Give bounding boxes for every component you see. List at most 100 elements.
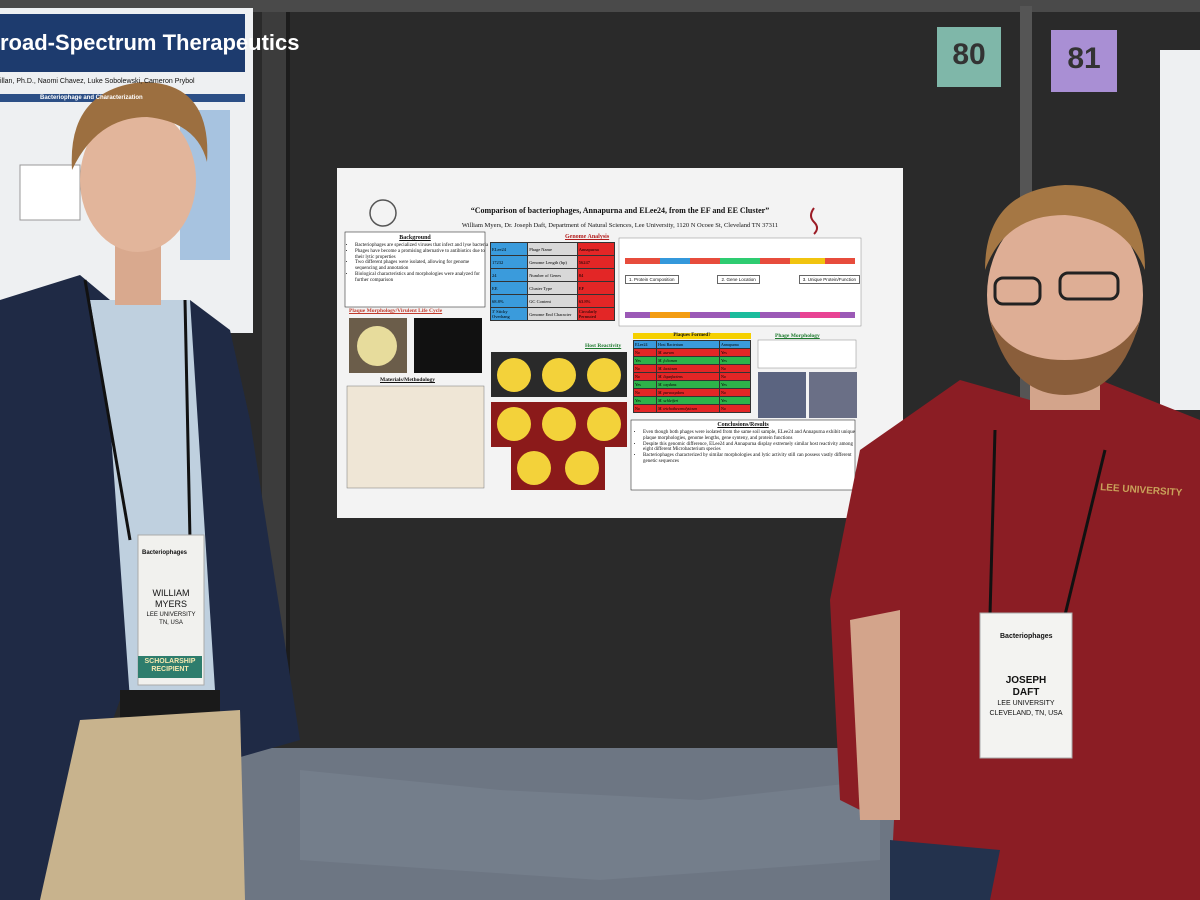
table-row: 17232 Genome Length (bp) 56247	[489, 255, 616, 269]
bullet: Bacteriophages characterized by similar …	[643, 453, 858, 465]
table-cell: 17232	[489, 255, 529, 269]
bullet-list: Bacteriophages are specialized viruses t…	[348, 243, 489, 283]
table-row: No M. trichothecenolyticum No	[632, 404, 752, 413]
conclusions-box	[630, 419, 856, 491]
phage-diagram	[757, 339, 857, 369]
table-cell: M. trichothecenolyticum	[656, 404, 720, 413]
genome-map-genes	[625, 258, 855, 318]
table-cell: Annapurna	[718, 340, 752, 349]
right-poster	[1160, 50, 1200, 410]
section-heading: Conclusions/Results	[717, 422, 769, 428]
bullet: Two different phages were isolated, allo…	[355, 260, 489, 272]
table-row: 68.8% GC Content 63.8%	[489, 294, 616, 308]
lanyard	[183, 299, 192, 541]
life-cycle-diagram	[414, 318, 482, 373]
booth-number: 80	[952, 38, 986, 71]
table-cell: 63.8%	[576, 294, 616, 308]
booth-sign	[1051, 30, 1117, 92]
table-cell: Circularly Permuted	[576, 307, 616, 321]
jeans	[890, 840, 1000, 900]
section-heading: Background	[399, 235, 431, 241]
left-poster-title: road-Spectrum Therapeutics	[0, 30, 300, 55]
left-poster-banner	[0, 14, 245, 72]
table-row: No M. paraoxydans No	[632, 388, 752, 397]
bullet: Phages have become a promising alternati…	[355, 249, 489, 261]
bullet-list: Even though both phages were isolated fr…	[636, 430, 858, 465]
table-cell: ELee24	[489, 242, 529, 256]
table-cell: Yes	[718, 396, 752, 405]
glasses	[993, 276, 1042, 306]
table-cell: GC Content	[527, 294, 578, 308]
table-cell: EF	[576, 281, 616, 295]
bullet: Even though both phages were isolated fr…	[643, 430, 858, 442]
badge-name: JOSEPH	[1005, 675, 1047, 686]
section-heading: Host Reactivity	[585, 343, 622, 349]
ceiling-strip	[0, 0, 1200, 12]
table-cell: No	[718, 404, 752, 413]
table-cell: M. liquefaciens	[656, 372, 720, 381]
table-cell: M. schleiferi	[656, 396, 720, 405]
poster-title: “Comparison of bacteriophages, Annapurna…	[470, 206, 770, 215]
table-cell: 24	[489, 268, 529, 282]
carpet-pattern	[300, 770, 880, 880]
table-cell: 3' Sticky Overhang	[489, 307, 529, 321]
map-label: 2. Gene Location	[717, 275, 760, 285]
plaque-image	[357, 326, 397, 366]
hair	[985, 185, 1145, 270]
badge-event: Bacteriophages	[1000, 633, 1053, 640]
table-row: No M. aurum Yes	[632, 348, 752, 357]
map-label: 3. Unique Protein/Function	[798, 275, 860, 285]
table-cell: No	[632, 364, 658, 373]
lanyard	[83, 279, 132, 541]
map-label: 1. Protein Composition	[625, 275, 679, 285]
name-badge	[979, 612, 1073, 759]
table-cell: No	[632, 348, 658, 357]
bullet: Biological characteristics and morpholog…	[355, 272, 489, 284]
table-cell: No	[632, 404, 658, 413]
beard	[990, 320, 1140, 395]
background-box	[344, 231, 486, 308]
table-cell: M. oxydans	[656, 380, 720, 389]
table-cell: Yes	[632, 396, 658, 405]
table-cell: Genome End Character	[527, 307, 578, 321]
section-heading: Genome Analysis	[565, 234, 610, 240]
section-heading: Phage Morphology	[775, 333, 820, 339]
table-cell: No	[718, 364, 752, 373]
bullet: Despite this genomic difference, ELee24 …	[643, 442, 858, 454]
face	[80, 108, 196, 252]
table-cell: Cluster Type	[527, 281, 578, 295]
badge-affiliation: LEE UNIVERSITY	[997, 700, 1055, 707]
table-title: Plaques Formed?	[633, 333, 751, 339]
glasses	[1058, 271, 1120, 301]
poster-authors: William Myers, Dr. Joseph Daft, Departme…	[461, 222, 779, 229]
badge-name: DAFT	[1012, 687, 1040, 698]
table-cell: 68.8%	[489, 294, 529, 308]
table-row: 24 Number of Genes 84	[489, 268, 616, 282]
table-cell: EE	[489, 281, 529, 295]
table-cell: Yes	[718, 380, 752, 389]
table-row: Yes M. foliorum Yes	[632, 356, 752, 365]
khaki-pants	[40, 710, 245, 900]
booth-sign	[937, 27, 1001, 87]
table-cell: No	[632, 372, 658, 381]
table-cell: M. aurum	[656, 348, 720, 357]
table-row: 3' Sticky Overhang Genome End Character Ci…	[489, 307, 616, 321]
lanyard	[988, 429, 997, 616]
arm	[850, 610, 900, 820]
lee-logo	[810, 207, 818, 235]
badge-affiliation: LEE UNIVERSITY	[146, 612, 196, 618]
booth-number: 81	[1067, 42, 1101, 75]
table-row: Yes M. oxydans Yes	[632, 380, 752, 389]
table-cell: Annapurna	[576, 242, 616, 256]
board-seam	[286, 12, 290, 732]
plates	[491, 352, 627, 490]
table-cell: M. foliorum	[656, 356, 720, 365]
table-row: ELee24 Host Bacterium Annapurna	[632, 340, 752, 349]
table-cell: Yes	[632, 380, 658, 389]
left-poster-section: Bacteriophage and Characterization	[40, 95, 143, 101]
table-cell: M. paraoxydans	[656, 388, 720, 397]
section-heading: Materials/Methodology	[380, 377, 435, 383]
table-row: No M. lacticum No	[632, 364, 752, 373]
